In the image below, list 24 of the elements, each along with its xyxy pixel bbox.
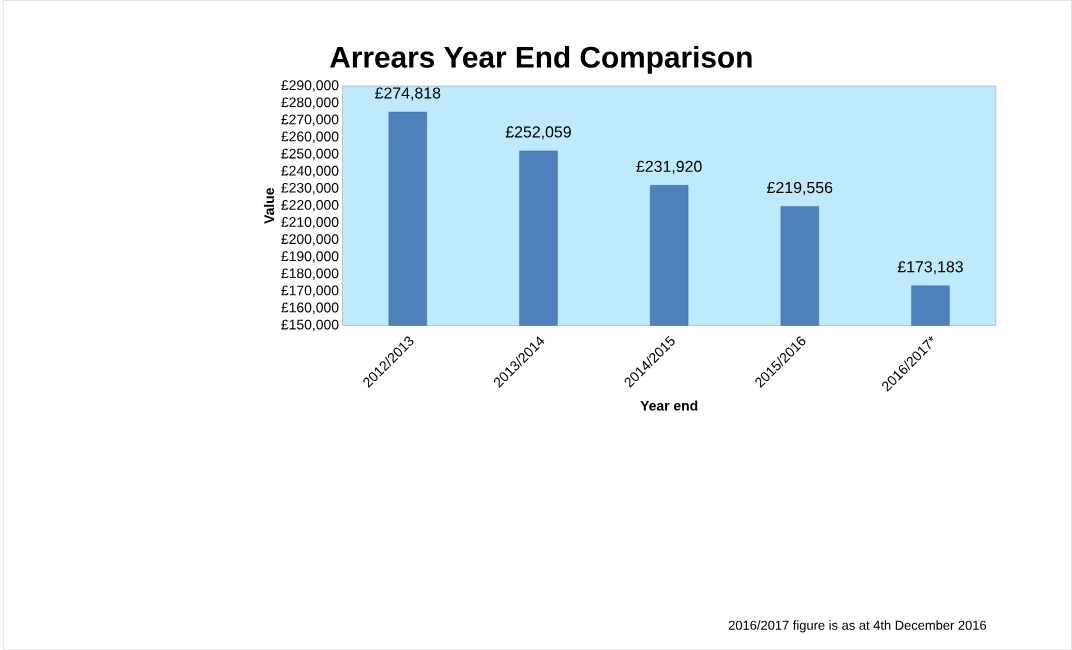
data-label: £219,556 <box>767 181 833 195</box>
y-tick-label: £210,000 <box>281 216 339 229</box>
y-tick-label: £280,000 <box>281 97 339 109</box>
chart-title: Arrears Year End Comparison <box>330 45 752 74</box>
data-label: £274,818 <box>375 87 441 101</box>
x-axis-title: Year end <box>640 400 698 411</box>
y-tick-label: £220,000 <box>281 199 339 212</box>
y-tick-label: £230,000 <box>281 182 339 195</box>
y-tick-label: £250,000 <box>281 148 339 161</box>
y-tick-label: £160,000 <box>281 302 339 314</box>
y-tick-label: £180,000 <box>281 268 339 280</box>
text: 2016/2017 figure is as at 4th December 2016 <box>728 620 987 633</box>
data-label: £231,920 <box>636 160 702 174</box>
y-tick-label: £260,000 <box>281 131 339 143</box>
y-tick-label: £170,000 <box>281 285 339 297</box>
data-label: £252,059 <box>505 126 571 140</box>
y-tick-label: £240,000 <box>281 165 339 178</box>
y-tick-label: £270,000 <box>281 114 339 126</box>
y-tick-label: £290,000 <box>281 80 339 92</box>
y-tick-label: £190,000 <box>281 251 339 263</box>
y-tick-label: £200,000 <box>281 234 339 246</box>
data-label: £173,183 <box>897 261 963 275</box>
y-axis-title: Value <box>263 187 275 224</box>
y-tick-label: £150,000 <box>281 319 339 332</box>
